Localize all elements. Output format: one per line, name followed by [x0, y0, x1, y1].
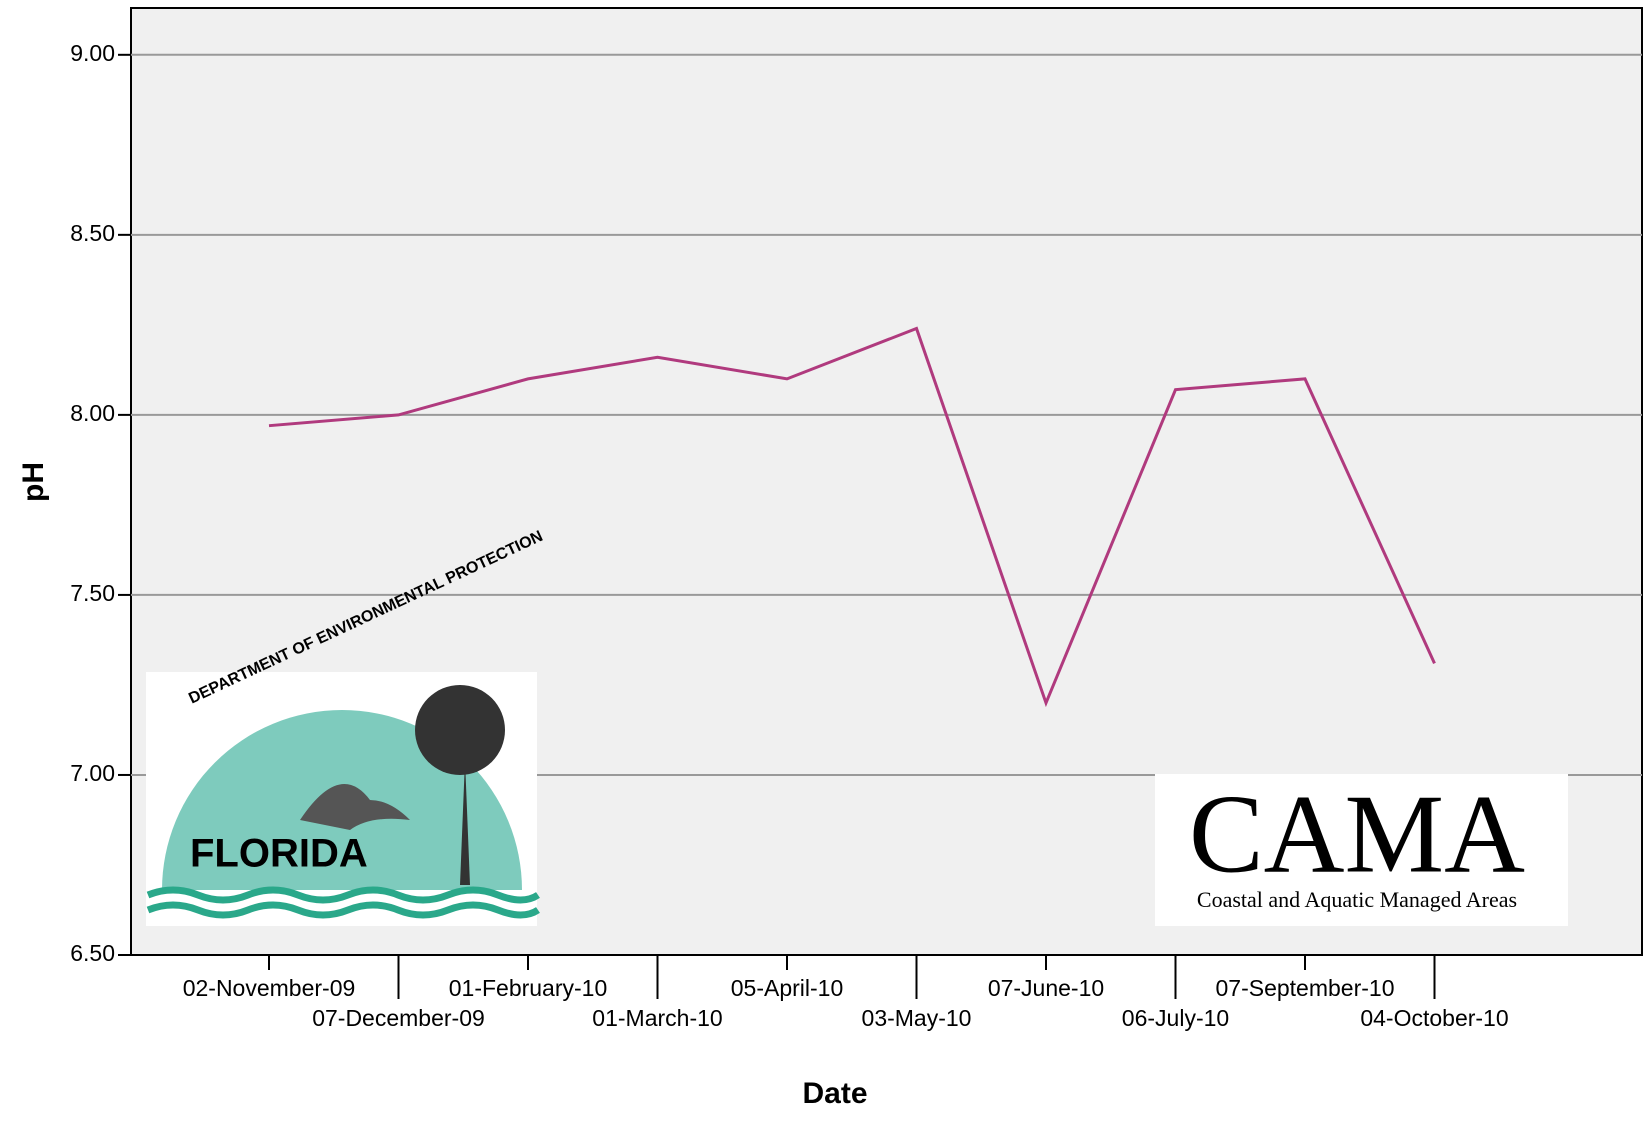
- x-tick-label: 01-February-10: [449, 975, 608, 1001]
- logo-palm: [460, 760, 470, 885]
- y-tick-label: 6.50: [70, 940, 115, 966]
- y-tick-label: 7.50: [70, 580, 115, 606]
- y-tick-label: 8.50: [70, 220, 115, 246]
- y-tick-label: 9.00: [70, 40, 115, 66]
- x-axis-title: Date: [802, 1077, 867, 1110]
- x-tick-label: 01-March-10: [592, 1005, 722, 1031]
- x-tick-label: 07-June-10: [988, 975, 1104, 1001]
- logo-text: FLORIDA: [190, 832, 368, 876]
- cama-logo: CAMA Coastal and Aquatic Managed Areas: [1155, 773, 1568, 926]
- y-axis-title: pH: [17, 462, 50, 502]
- x-tick-label: 04-October-10: [1360, 1005, 1508, 1031]
- x-tick-label: 06-July-10: [1122, 1005, 1229, 1031]
- line: [268, 326, 1436, 708]
- y-tick-label: 8.00: [70, 400, 115, 426]
- x-tick-label: 07-September-10: [1216, 975, 1395, 1001]
- logo-heron: [300, 784, 410, 830]
- x-tick-label: 03-May-10: [862, 1005, 972, 1031]
- logo-waves: [146, 886, 540, 919]
- x-tick-label: 05-April-10: [731, 975, 844, 1001]
- y-tick-label: 7.00: [70, 760, 115, 786]
- logo-bg: [1155, 774, 1568, 926]
- logo-subtitle: Coastal and Aquatic Managed Areas: [1197, 887, 1517, 912]
- marks: [268, 326, 1436, 708]
- x-tick-label: 07-December-09: [312, 1005, 485, 1031]
- x-tick-label: 02-November-09: [183, 975, 356, 1001]
- logo-text: CAMA: [1189, 773, 1525, 897]
- logo-palm-crown: [415, 685, 505, 775]
